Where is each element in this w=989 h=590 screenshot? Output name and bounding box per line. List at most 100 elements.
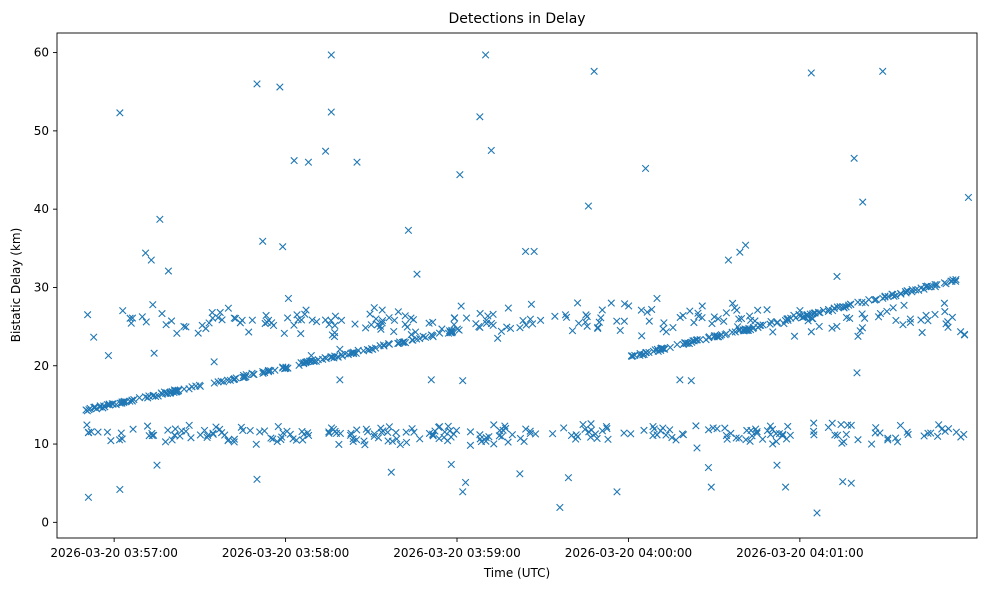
data-point	[917, 316, 925, 324]
data-point	[312, 318, 321, 326]
data-point	[295, 361, 303, 370]
data-point	[83, 421, 91, 429]
data-point	[435, 329, 444, 337]
data-point	[156, 215, 164, 224]
data-point	[690, 318, 698, 327]
data-point	[103, 428, 112, 436]
data-point	[733, 306, 741, 314]
data-point	[573, 299, 582, 307]
data-point	[944, 323, 952, 332]
data-point	[336, 345, 344, 353]
data-point	[238, 316, 246, 325]
data-point	[809, 315, 817, 323]
data-point	[530, 247, 538, 256]
data-point	[649, 431, 657, 440]
data-point	[120, 398, 128, 407]
data-point	[329, 425, 338, 434]
data-point	[210, 358, 218, 366]
data-point	[639, 351, 647, 359]
data-point	[839, 477, 847, 486]
data-point	[279, 243, 287, 251]
data-point	[833, 322, 841, 331]
data-point	[645, 348, 653, 357]
data-point	[392, 428, 400, 437]
data-point	[856, 327, 864, 335]
data-point	[118, 435, 126, 443]
data-point	[736, 248, 744, 256]
data-point	[461, 478, 470, 487]
data-point	[938, 425, 946, 433]
data-point	[399, 338, 408, 346]
data-point	[349, 349, 358, 358]
data-point	[351, 320, 359, 328]
data-point	[304, 158, 313, 166]
data-point	[575, 319, 583, 327]
data-point	[212, 423, 220, 431]
data-point	[922, 282, 930, 291]
data-point	[780, 319, 788, 328]
data-point	[176, 432, 184, 440]
data-point	[831, 431, 839, 439]
data-point	[427, 376, 435, 384]
data-point	[892, 292, 900, 300]
data-point	[941, 427, 949, 436]
data-point	[742, 326, 750, 335]
data-point	[741, 241, 750, 249]
data-point	[918, 328, 926, 337]
data-point	[117, 429, 125, 437]
data-point	[548, 429, 557, 438]
data-point	[330, 354, 338, 362]
data-point	[720, 317, 728, 326]
data-point	[180, 322, 188, 331]
data-point	[393, 435, 401, 443]
data-point	[429, 432, 437, 440]
data-point	[147, 256, 155, 264]
data-point	[83, 311, 92, 319]
data-point	[891, 434, 900, 442]
data-point	[489, 310, 497, 319]
data-point	[709, 424, 717, 432]
data-point	[714, 315, 722, 323]
data-point	[616, 326, 624, 335]
data-point	[499, 426, 507, 434]
data-point	[872, 295, 880, 304]
data-point	[744, 326, 753, 334]
data-point	[598, 427, 607, 435]
data-point	[584, 202, 593, 210]
data-point	[858, 310, 866, 318]
data-point	[303, 429, 312, 437]
data-point	[138, 313, 147, 321]
data-point	[230, 435, 239, 443]
data-point	[370, 303, 378, 312]
y-tick-label: 60	[34, 46, 49, 60]
data-point	[84, 428, 93, 437]
data-point	[842, 430, 851, 439]
data-point	[504, 438, 512, 446]
data-point	[847, 300, 855, 309]
data-point	[629, 352, 637, 360]
data-point	[421, 333, 430, 342]
data-point	[216, 308, 224, 317]
data-point	[118, 399, 126, 407]
data-point	[924, 429, 932, 438]
data-point	[598, 306, 606, 314]
data-point	[385, 423, 394, 431]
data-point	[203, 433, 211, 442]
data-point	[135, 394, 144, 402]
data-point	[884, 436, 892, 444]
data-point	[259, 367, 267, 376]
data-point	[847, 479, 855, 487]
data-point	[647, 305, 656, 314]
data-point	[769, 328, 777, 336]
data-point	[415, 334, 424, 343]
data-point	[516, 434, 525, 443]
data-point	[84, 493, 93, 501]
data-point	[217, 377, 225, 385]
data-point	[370, 432, 378, 441]
data-point	[643, 308, 651, 316]
data-point	[403, 323, 411, 331]
data-point	[385, 314, 393, 322]
data-point	[753, 429, 761, 438]
data-point	[673, 340, 681, 349]
